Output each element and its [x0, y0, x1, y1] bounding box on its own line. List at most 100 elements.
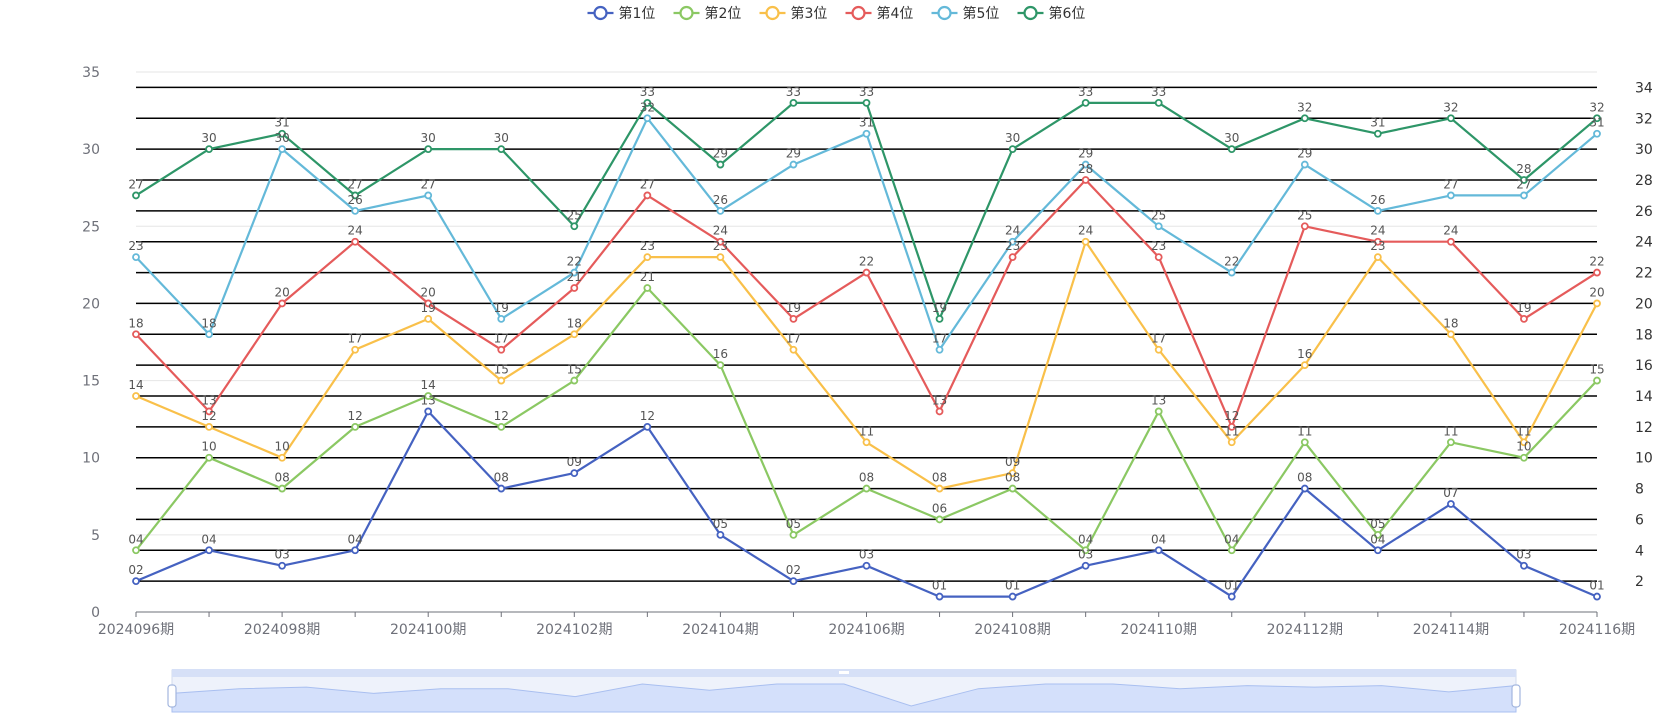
- data-point[interactable]: [1300, 484, 1309, 493]
- data-point[interactable]: [205, 453, 213, 462]
- data-point[interactable]: [1300, 160, 1309, 169]
- data-point[interactable]: [132, 392, 140, 400]
- data-point[interactable]: [132, 577, 140, 586]
- data-point[interactable]: [1154, 345, 1163, 354]
- data-point[interactable]: [1373, 546, 1382, 555]
- data-point[interactable]: [1520, 176, 1528, 184]
- data-point[interactable]: [1447, 438, 1455, 447]
- data-point[interactable]: [1593, 299, 1601, 308]
- data-point[interactable]: [1008, 237, 1017, 246]
- zoom-handle-start[interactable]: [167, 684, 177, 708]
- data-point[interactable]: [351, 546, 360, 555]
- data-point[interactable]: [1447, 114, 1455, 123]
- data-point[interactable]: [1373, 530, 1382, 539]
- data-point[interactable]: [1008, 484, 1017, 493]
- data-point[interactable]: [424, 407, 433, 416]
- data-point[interactable]: [1154, 407, 1163, 416]
- data-point[interactable]: [1081, 561, 1090, 570]
- data-point[interactable]: [716, 530, 725, 539]
- data-point[interactable]: [1373, 129, 1382, 138]
- data-point[interactable]: [1447, 237, 1455, 246]
- data-point[interactable]: [1593, 268, 1601, 277]
- data-point[interactable]: [1520, 191, 1528, 200]
- data-point[interactable]: [278, 484, 287, 493]
- legend-item-2[interactable]: 第2位: [673, 5, 742, 22]
- data-point[interactable]: [570, 222, 579, 231]
- data-point[interactable]: [862, 484, 871, 493]
- data-point[interactable]: [1520, 561, 1528, 570]
- data-point[interactable]: [1593, 129, 1601, 138]
- data-point[interactable]: [862, 129, 871, 138]
- data-point[interactable]: [205, 422, 213, 431]
- data-point[interactable]: [351, 191, 360, 200]
- data-point[interactable]: [862, 268, 871, 277]
- data-point[interactable]: [351, 206, 360, 215]
- data-point[interactable]: [643, 253, 652, 262]
- data-point[interactable]: [1447, 330, 1455, 339]
- data-point[interactable]: [570, 376, 579, 385]
- data-point[interactable]: [497, 376, 506, 385]
- data-point[interactable]: [278, 561, 287, 570]
- data-point[interactable]: [424, 314, 433, 323]
- data-point[interactable]: [789, 530, 798, 539]
- data-point[interactable]: [424, 191, 433, 200]
- data-point[interactable]: [1373, 237, 1382, 246]
- data-point[interactable]: [1081, 98, 1090, 107]
- data-point[interactable]: [935, 484, 944, 493]
- data-point[interactable]: [570, 284, 579, 292]
- data-point[interactable]: [1008, 469, 1017, 478]
- data-point[interactable]: [716, 237, 725, 246]
- data-point[interactable]: [1154, 253, 1163, 262]
- data-point[interactable]: [570, 268, 579, 277]
- data-point[interactable]: [1520, 314, 1528, 323]
- data-point[interactable]: [1447, 500, 1455, 508]
- data-point[interactable]: [1008, 145, 1017, 154]
- data-point[interactable]: [570, 330, 579, 339]
- legend[interactable]: 第1位 第2位 第3位 第4位 第5位 第6位: [587, 5, 1086, 22]
- data-point[interactable]: [643, 98, 652, 107]
- data-point[interactable]: [1373, 253, 1382, 262]
- data-point[interactable]: [351, 422, 360, 431]
- legend-item-5[interactable]: 第5位: [931, 5, 1000, 22]
- data-point[interactable]: [132, 546, 140, 555]
- legend-item-3[interactable]: 第3位: [759, 5, 828, 22]
- data-point[interactable]: [716, 160, 725, 169]
- data-point[interactable]: [1593, 592, 1601, 601]
- data-point[interactable]: [497, 145, 506, 154]
- data-point[interactable]: [643, 422, 652, 431]
- data-point[interactable]: [1081, 237, 1090, 246]
- data-point[interactable]: [351, 345, 360, 354]
- data-point[interactable]: [1154, 222, 1163, 231]
- data-point[interactable]: [1300, 114, 1309, 123]
- data-point[interactable]: [643, 191, 652, 200]
- data-point[interactable]: [278, 299, 287, 308]
- data-point[interactable]: [424, 145, 433, 154]
- data-point[interactable]: [1227, 438, 1236, 447]
- data-point[interactable]: [1227, 268, 1236, 277]
- data-point[interactable]: [1300, 222, 1309, 231]
- data-point[interactable]: [1154, 546, 1163, 555]
- data-point[interactable]: [643, 114, 652, 123]
- data-point[interactable]: [1008, 592, 1017, 601]
- zoom-handle-end[interactable]: [1511, 684, 1521, 708]
- zoom-grip-icon[interactable]: [839, 671, 849, 674]
- data-point[interactable]: [497, 484, 506, 493]
- data-point[interactable]: [716, 206, 725, 215]
- data-point[interactable]: [789, 577, 798, 586]
- data-point[interactable]: [1081, 546, 1090, 555]
- data-point[interactable]: [789, 314, 798, 323]
- data-point[interactable]: [1373, 206, 1382, 215]
- data-point[interactable]: [935, 515, 944, 524]
- legend-item-4[interactable]: 第4位: [845, 5, 914, 22]
- data-point[interactable]: [278, 145, 287, 154]
- data-point[interactable]: [1447, 191, 1455, 200]
- data-point[interactable]: [1081, 176, 1090, 184]
- data-point[interactable]: [497, 422, 506, 431]
- data-point[interactable]: [1008, 253, 1017, 262]
- data-point[interactable]: [278, 129, 287, 138]
- data-point[interactable]: [132, 330, 140, 339]
- data-point[interactable]: [716, 253, 725, 262]
- data-point[interactable]: [862, 98, 871, 107]
- data-point[interactable]: [1520, 453, 1528, 462]
- data-point[interactable]: [205, 145, 213, 154]
